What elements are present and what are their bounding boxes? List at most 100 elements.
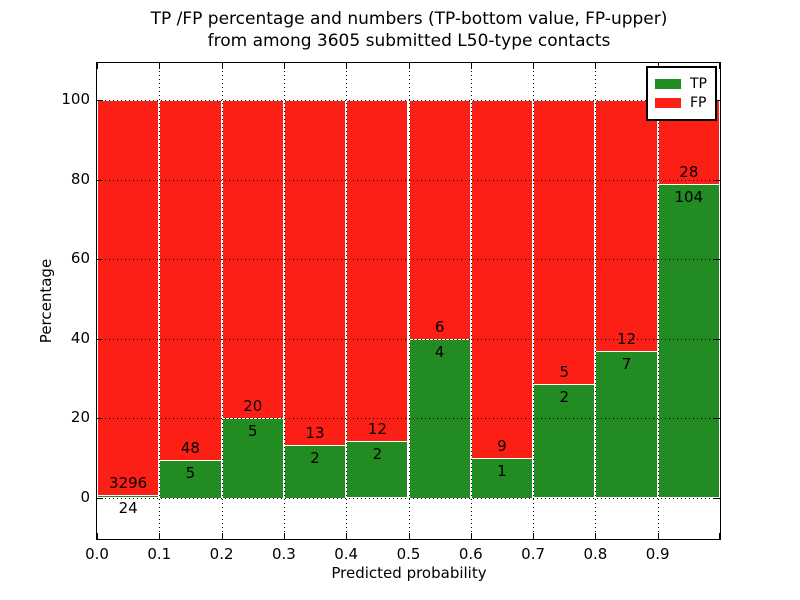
x-tick-mark (283, 533, 285, 539)
fp-count-label: 3296 (109, 473, 148, 492)
x-tick-mark (97, 533, 98, 539)
x-tick-label: 0.8 (583, 545, 608, 563)
fp-bar (533, 100, 596, 384)
y-tick-mark (714, 179, 720, 181)
v-gridline (408, 63, 410, 539)
tp-count-label: 2 (310, 448, 320, 467)
x-tick-mark (97, 63, 98, 69)
x-tick-label: 0.1 (147, 545, 172, 563)
tp-count-label: 5 (247, 422, 258, 440)
v-gridline (533, 63, 535, 539)
y-tick-mark (97, 497, 103, 499)
y-tick-mark (714, 338, 720, 340)
x-tick-label: 0.0 (85, 545, 109, 563)
fp-count-label: 13 (305, 423, 325, 442)
y-tick-label: 40 (70, 328, 90, 347)
tp-count-label: 2 (559, 387, 570, 406)
x-tick-mark (221, 63, 223, 69)
x-tick-mark (470, 533, 472, 539)
y-tick-mark (714, 259, 720, 260)
chart-title-line2: from among 3605 submitted L50-type conta… (207, 31, 611, 51)
tp-bar (97, 494, 160, 498)
fp-bar (470, 100, 534, 458)
tp-count-label: 4 (434, 342, 445, 361)
fp-count-label: 12 (367, 419, 387, 438)
x-tick-mark (470, 63, 472, 69)
x-tick-mark (595, 533, 597, 539)
y-tick-mark (714, 497, 720, 499)
x-tick-mark (533, 63, 535, 69)
x-tick-mark (346, 533, 348, 539)
v-gridline (657, 63, 659, 539)
x-tick-mark (719, 533, 720, 539)
x-tick-mark (283, 63, 285, 69)
y-tick-mark (97, 418, 103, 419)
v-gridline (159, 63, 161, 539)
y-tick-label: 60 (70, 249, 90, 267)
y-tick-mark (97, 179, 103, 181)
y-tick-mark (97, 100, 103, 101)
x-tick-mark (408, 63, 410, 69)
fp-count-label: 9 (497, 436, 507, 455)
x-tick-mark (719, 63, 720, 69)
x-tick-mark (657, 533, 659, 539)
y-tick-label: 0 (80, 487, 90, 506)
tp-count-label: 7 (621, 355, 632, 374)
x-tick-label: 0.7 (521, 545, 546, 563)
tp-bar (470, 457, 534, 498)
fp-bar (159, 100, 222, 460)
x-tick-mark (346, 63, 348, 69)
x-tick-mark (595, 63, 597, 69)
x-tick-label: 0.9 (645, 545, 670, 563)
tp-color-swatch (655, 79, 681, 89)
fp-bar (408, 100, 471, 339)
legend: TP FP (646, 66, 717, 121)
fp-bar (346, 100, 409, 441)
x-tick-label: 0.3 (271, 545, 296, 563)
y-tick-mark (714, 100, 720, 101)
chart-title-line1: TP /FP percentage and numbers (TP-bottom… (150, 9, 668, 29)
tp-count-label: 5 (185, 464, 196, 482)
legend-row-fp: FP (655, 95, 707, 111)
tp-count-label: 24 (118, 498, 138, 517)
y-tick-mark (714, 418, 720, 419)
fp-count-label: 48 (180, 439, 200, 457)
tp-bar (533, 383, 596, 498)
plot-area: TP FP 3296 24 48 5 20 5 13 2 12 2 6 4 9 1 5 2 12 7 28 104 (96, 62, 721, 540)
y-tick-label: 20 (70, 408, 90, 426)
y-tick-mark (97, 338, 103, 340)
x-tick-mark (533, 533, 535, 539)
tp-count-label: 1 (497, 461, 507, 480)
fp-bar (283, 100, 347, 445)
x-tick-mark (221, 533, 223, 539)
x-tick-mark (159, 533, 161, 539)
legend-label-fp: FP (690, 95, 707, 111)
fp-bar (97, 100, 160, 495)
x-tick-label: 0.2 (209, 545, 234, 563)
tp-count-label: 104 (674, 188, 704, 207)
legend-row-tp: TP (655, 76, 707, 92)
y-tick-mark (97, 259, 103, 260)
tp-count-label: 2 (372, 444, 383, 463)
v-gridline (221, 63, 223, 539)
fp-bar (595, 100, 658, 352)
x-tick-mark (408, 533, 410, 539)
y-tick-label: 80 (70, 169, 90, 188)
fp-color-swatch (655, 98, 681, 108)
fp-count-label: 20 (243, 397, 263, 415)
fp-count-label: 6 (434, 317, 445, 336)
v-gridline (283, 63, 285, 539)
tp-bar (657, 184, 720, 498)
v-gridline (346, 63, 348, 539)
x-tick-mark (159, 63, 161, 69)
legend-label-tp: TP (690, 76, 707, 92)
x-axis-label: Predicted probability (331, 564, 487, 582)
x-tick-label: 0.5 (396, 545, 421, 563)
x-tick-label: 0.4 (334, 545, 359, 563)
fp-count-label: 28 (679, 163, 699, 182)
fp-count-label: 5 (559, 362, 570, 381)
tp-bar (283, 444, 347, 498)
v-gridline (595, 63, 597, 539)
v-gridline (470, 63, 472, 539)
